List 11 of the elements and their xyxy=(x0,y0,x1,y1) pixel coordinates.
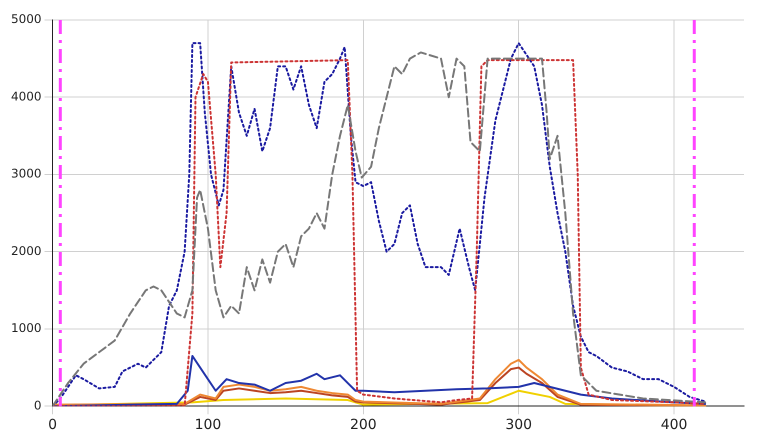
y-tick-label: 5000 xyxy=(10,12,42,26)
y-tick-label: 4000 xyxy=(10,89,42,104)
x-tick-label: 0 xyxy=(48,417,57,434)
y-tick-label: 0 xyxy=(34,398,42,412)
x-tick-label: 200 xyxy=(350,417,377,434)
x-tick-label: 400 xyxy=(660,417,688,434)
y-tick-label: 1000 xyxy=(10,321,42,336)
y-tick-label: 2000 xyxy=(10,244,42,258)
y-tick-label: 3000 xyxy=(10,166,42,181)
x-tick-label: 100 xyxy=(194,417,222,434)
x-tick-label: 300 xyxy=(505,417,532,434)
